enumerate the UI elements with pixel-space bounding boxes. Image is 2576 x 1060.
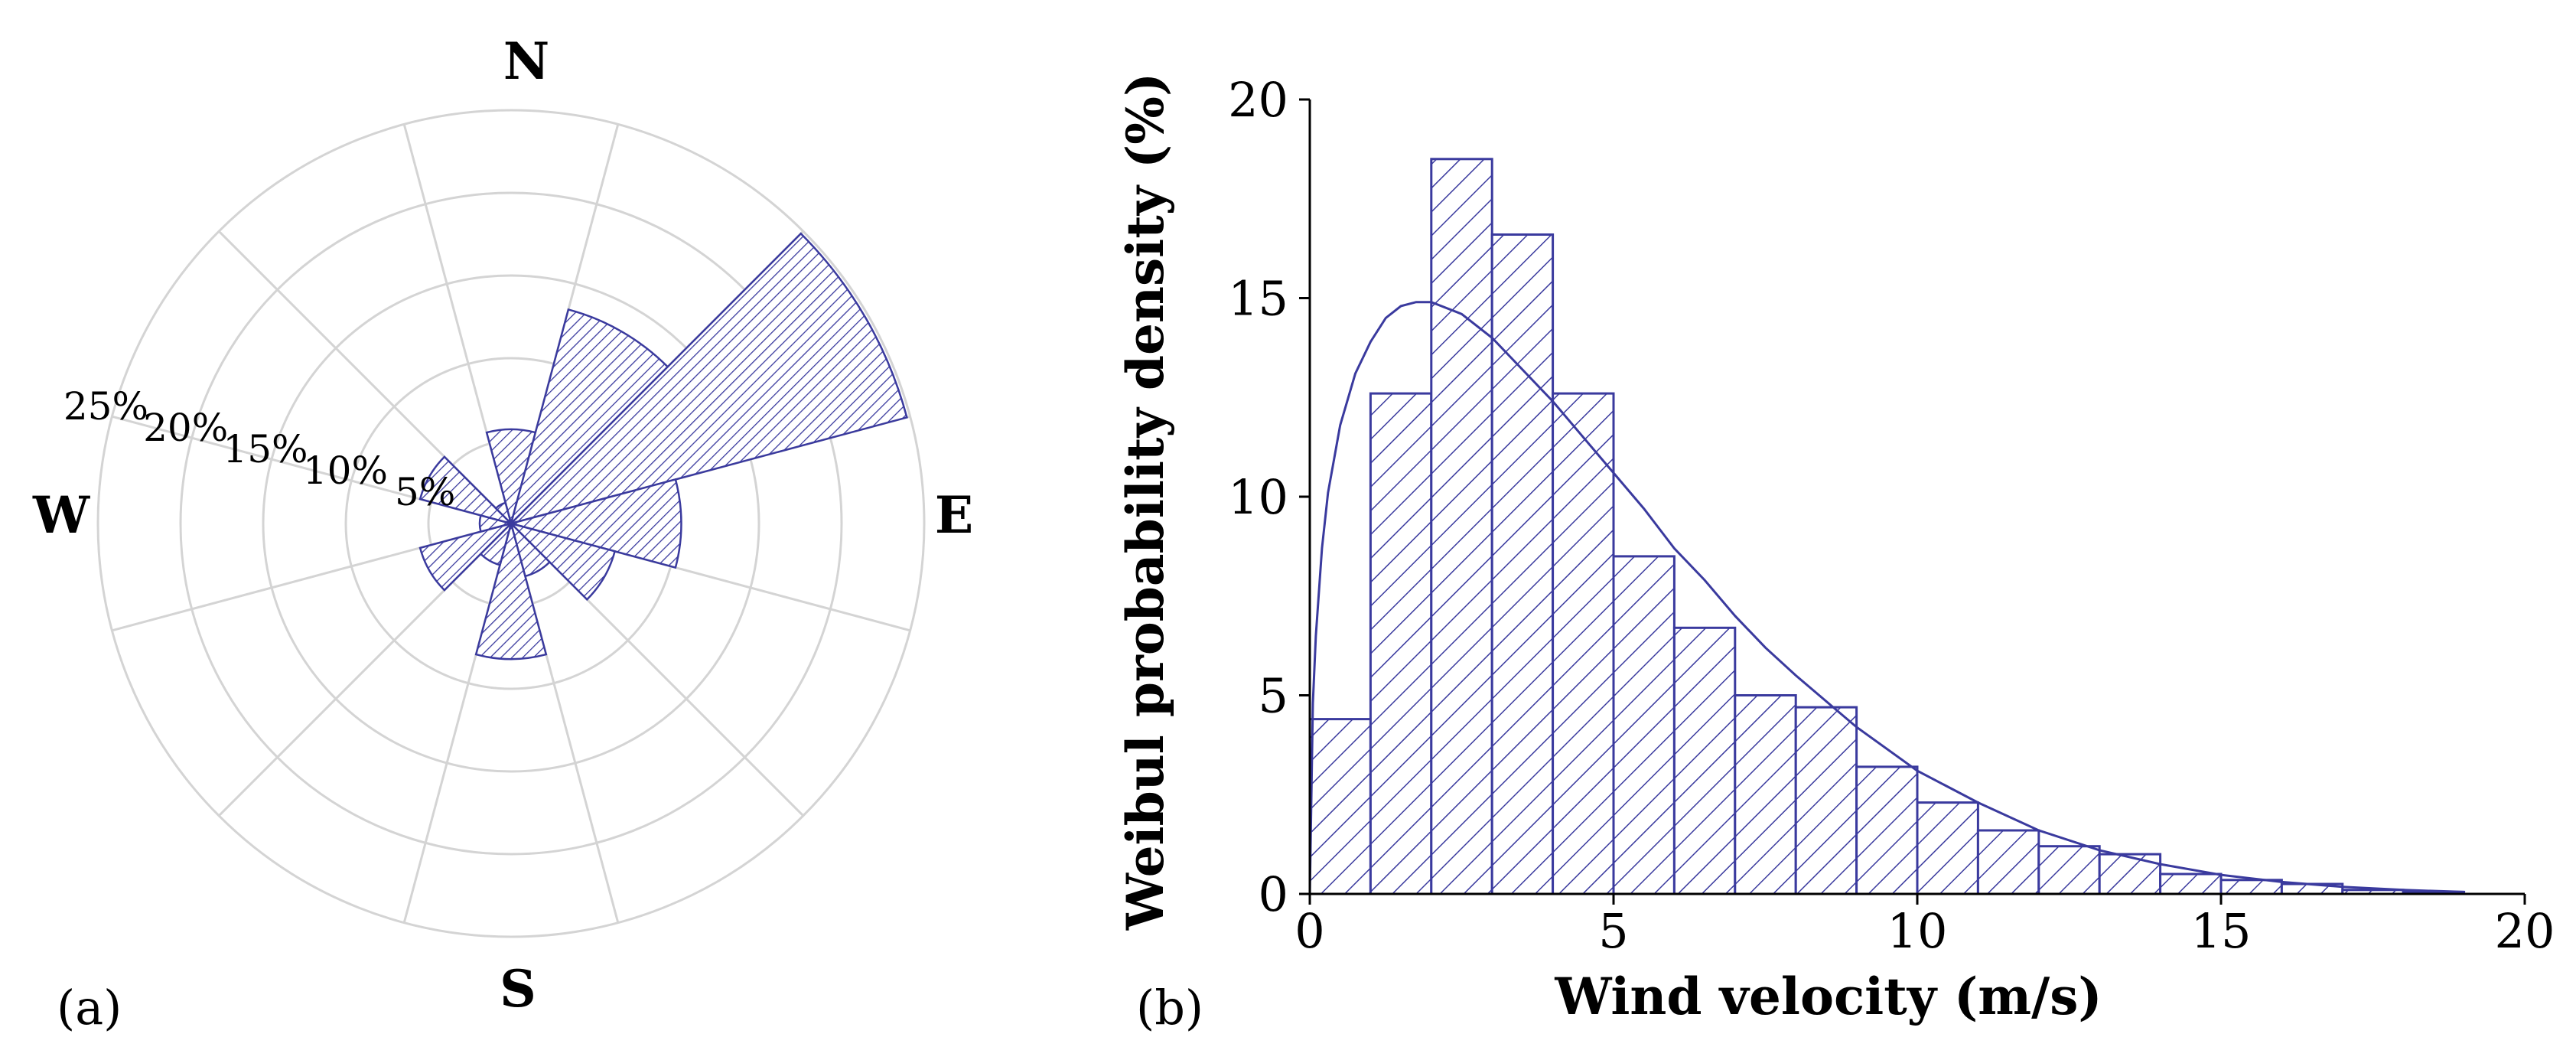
direction-label-s: S	[500, 959, 536, 1019]
histogram-bar	[1916, 801, 1979, 895]
y-tick-label: 20	[1228, 72, 1288, 128]
histogram-bar	[1369, 392, 1433, 895]
rose-sector	[418, 521, 515, 592]
y-tick-label: 5	[1259, 668, 1288, 724]
histogram-bar	[1612, 555, 1676, 895]
x-tick-label: 5	[1598, 903, 1628, 959]
histogram-axes	[1299, 98, 2526, 905]
histogram-bar	[2037, 845, 2101, 895]
histogram-bar	[1672, 626, 1737, 895]
rose-ring-label: 20%	[143, 406, 228, 450]
rose-sector	[507, 521, 617, 602]
rose-ring-labels: 5%10%15%20%25%	[64, 384, 456, 514]
histogram-bar	[1308, 718, 1372, 895]
rose-sector	[494, 501, 513, 527]
rose-sector	[507, 232, 908, 526]
direction-label-w: W	[32, 485, 90, 545]
histogram-bar	[1430, 158, 1493, 895]
histogram-bar	[1490, 233, 1555, 895]
histogram-bar	[2159, 872, 2223, 895]
histogram-bar	[2098, 853, 2162, 895]
rose-sector	[474, 520, 548, 660]
y-tick-label: 15	[1228, 271, 1288, 327]
rose-ring	[262, 274, 760, 773]
rose-ring-label: 25%	[64, 384, 148, 429]
x-tick-label: 10	[1887, 903, 1948, 959]
histogram-bar	[1552, 392, 1615, 895]
x-tick-label: 15	[2191, 903, 2252, 959]
direction-label-n: N	[503, 31, 549, 91]
histogram-bar	[1976, 829, 2040, 895]
panel-label-b: (b)	[1136, 980, 1203, 1036]
weibull-curve	[1308, 301, 2464, 895]
wind-rose-chart: 5%10%15%20%25% N E S W (a)	[32, 31, 973, 1036]
rose-sector	[418, 455, 515, 526]
histogram-tick-labels: 0 5 10 15 20 0 5 10 15 20	[1228, 72, 2555, 959]
histogram-bars	[1308, 158, 2466, 895]
rose-sectors	[418, 232, 908, 660]
rose-ring	[96, 109, 926, 938]
rose-ring-label: 5%	[395, 470, 455, 514]
histogram-bar	[2219, 879, 2283, 895]
rose-ring-label: 15%	[223, 427, 308, 471]
histogram-bar	[1734, 694, 1797, 895]
histogram-bar	[1794, 706, 1858, 895]
y-tick-label: 10	[1228, 469, 1288, 525]
y-axis-title: Weibul probability density (%)	[1115, 73, 1175, 931]
rose-sector	[507, 478, 682, 569]
x-tick-label: 0	[1295, 903, 1324, 959]
x-tick-label: 20	[2495, 903, 2555, 959]
rose-ring-label: 10%	[303, 448, 388, 493]
rose-sector	[509, 308, 669, 527]
histogram-chart: 0 5 10 15 20 0 5 10 15 20 Wind velocity (m/s) Wei…	[1115, 72, 2555, 1036]
rose-ring	[179, 191, 843, 856]
y-tick-label: 0	[1259, 866, 1288, 922]
x-axis-title: Wind velocity (m/s)	[1554, 967, 2102, 1026]
histogram-bar	[1855, 765, 1919, 895]
direction-label-e: E	[935, 485, 973, 545]
panel-label-a: (a)	[57, 980, 122, 1036]
